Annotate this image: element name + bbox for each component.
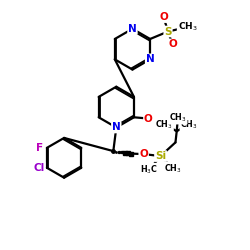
Text: S: S bbox=[164, 26, 172, 36]
Text: CH$_3$: CH$_3$ bbox=[178, 21, 197, 33]
Text: O: O bbox=[159, 12, 168, 22]
Text: Cl: Cl bbox=[33, 163, 44, 173]
Text: F: F bbox=[36, 143, 44, 153]
Text: CH$_3$: CH$_3$ bbox=[164, 162, 182, 175]
Text: CH$_3$: CH$_3$ bbox=[156, 118, 173, 130]
Text: H$_3$C: H$_3$C bbox=[140, 164, 158, 176]
Text: N: N bbox=[128, 24, 137, 34]
Text: Si: Si bbox=[155, 151, 166, 161]
Text: CH$_3$: CH$_3$ bbox=[169, 111, 187, 124]
Text: O: O bbox=[139, 149, 148, 159]
Text: O: O bbox=[168, 40, 177, 50]
Text: N: N bbox=[112, 122, 121, 132]
Text: N: N bbox=[146, 54, 154, 64]
Text: CH$_3$: CH$_3$ bbox=[180, 118, 198, 130]
Text: O: O bbox=[144, 114, 153, 124]
